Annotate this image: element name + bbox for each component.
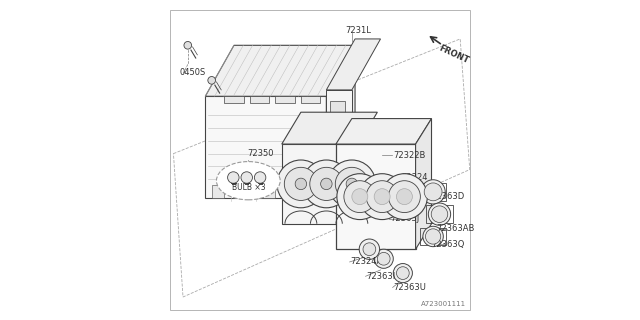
Circle shape bbox=[426, 229, 441, 244]
Circle shape bbox=[277, 160, 324, 208]
Polygon shape bbox=[336, 119, 431, 144]
Circle shape bbox=[337, 174, 383, 220]
Text: 72363D: 72363D bbox=[431, 192, 465, 201]
Polygon shape bbox=[288, 186, 301, 198]
Circle shape bbox=[208, 76, 216, 84]
Circle shape bbox=[423, 226, 444, 247]
Polygon shape bbox=[205, 45, 355, 96]
Circle shape bbox=[303, 160, 350, 208]
Polygon shape bbox=[314, 186, 326, 198]
Ellipse shape bbox=[216, 162, 280, 200]
Circle shape bbox=[374, 189, 390, 204]
Circle shape bbox=[388, 181, 420, 212]
Polygon shape bbox=[326, 90, 352, 198]
Text: 72363Q: 72363Q bbox=[431, 240, 464, 249]
Circle shape bbox=[328, 160, 376, 208]
Polygon shape bbox=[301, 96, 320, 103]
Circle shape bbox=[359, 174, 405, 220]
Circle shape bbox=[344, 181, 376, 212]
Text: 7231L: 7231L bbox=[346, 27, 371, 36]
Circle shape bbox=[241, 172, 252, 183]
Text: 72363J: 72363J bbox=[390, 214, 419, 223]
Circle shape bbox=[346, 178, 358, 190]
Text: A723001111: A723001111 bbox=[421, 300, 467, 307]
Text: 72324A: 72324A bbox=[350, 258, 383, 267]
Circle shape bbox=[184, 42, 191, 49]
Text: FRONT: FRONT bbox=[438, 44, 470, 65]
Polygon shape bbox=[336, 144, 415, 249]
Circle shape bbox=[284, 167, 317, 200]
Polygon shape bbox=[275, 96, 294, 103]
Text: 72363U: 72363U bbox=[394, 283, 426, 292]
Polygon shape bbox=[205, 96, 326, 198]
Circle shape bbox=[295, 178, 307, 190]
Circle shape bbox=[359, 239, 380, 260]
Polygon shape bbox=[250, 96, 269, 103]
Polygon shape bbox=[212, 186, 225, 198]
Text: 0450S: 0450S bbox=[179, 68, 205, 77]
Circle shape bbox=[421, 180, 445, 204]
Text: 72322B: 72322B bbox=[394, 151, 426, 160]
Circle shape bbox=[352, 189, 368, 204]
Polygon shape bbox=[225, 96, 244, 103]
Circle shape bbox=[431, 206, 448, 222]
Polygon shape bbox=[326, 45, 355, 198]
Circle shape bbox=[396, 189, 412, 204]
Polygon shape bbox=[282, 112, 378, 144]
Circle shape bbox=[396, 267, 409, 279]
Circle shape bbox=[335, 167, 369, 200]
Polygon shape bbox=[326, 39, 381, 90]
Circle shape bbox=[394, 264, 412, 283]
Circle shape bbox=[381, 174, 428, 220]
Polygon shape bbox=[237, 186, 250, 198]
Circle shape bbox=[366, 181, 398, 212]
Text: 72363AB: 72363AB bbox=[436, 224, 475, 233]
Circle shape bbox=[424, 183, 442, 201]
Polygon shape bbox=[282, 144, 358, 224]
Circle shape bbox=[254, 172, 266, 183]
Circle shape bbox=[310, 167, 343, 200]
Circle shape bbox=[228, 172, 239, 183]
Polygon shape bbox=[415, 119, 431, 249]
Text: 72363I: 72363I bbox=[366, 272, 396, 281]
Text: 72350: 72350 bbox=[247, 149, 274, 158]
Polygon shape bbox=[330, 149, 346, 166]
Text: 72324: 72324 bbox=[401, 173, 428, 182]
Circle shape bbox=[321, 178, 332, 190]
Polygon shape bbox=[330, 101, 346, 119]
Circle shape bbox=[374, 249, 394, 268]
Polygon shape bbox=[330, 123, 346, 141]
Polygon shape bbox=[262, 186, 275, 198]
Circle shape bbox=[428, 203, 451, 225]
Text: BULB ×3: BULB ×3 bbox=[232, 183, 265, 192]
Circle shape bbox=[378, 252, 390, 265]
Circle shape bbox=[363, 243, 376, 256]
